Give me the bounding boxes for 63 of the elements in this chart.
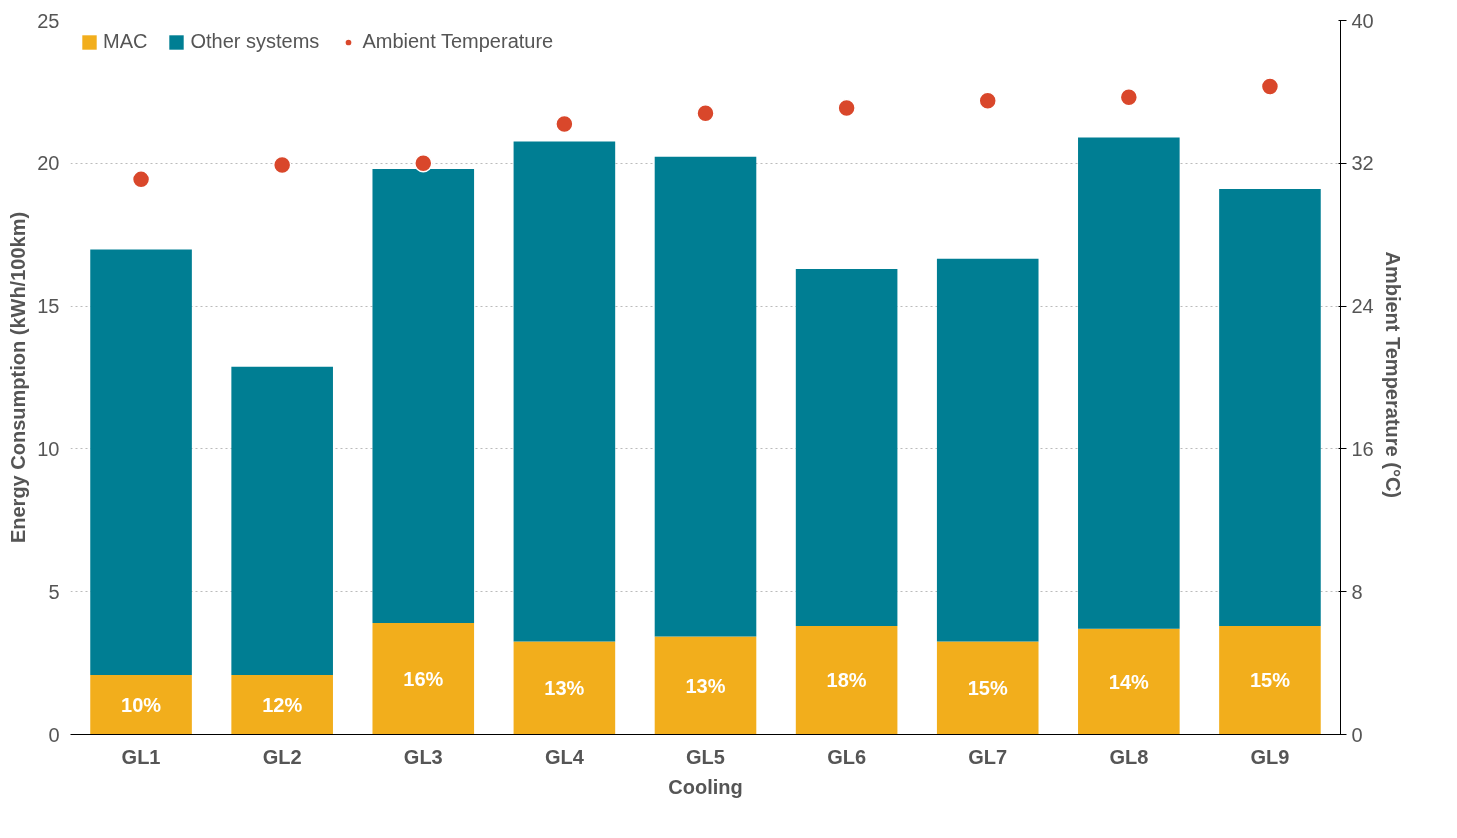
bar [231, 675, 333, 735]
bar [513, 141, 616, 642]
annotation: 15% [967, 676, 1008, 699]
y-axis-title: Energy Consumption (kWh/100km) [7, 211, 30, 544]
bar [372, 623, 475, 735]
x-tick-label: GL5 [686, 745, 725, 768]
point [1119, 88, 1139, 107]
bar [231, 366, 333, 676]
bar [795, 625, 898, 735]
bar [1078, 137, 1180, 629]
legend-label: Other systems [190, 30, 320, 53]
bar [1219, 189, 1321, 626]
y2-tick-label: 24 [1351, 295, 1374, 318]
bar [513, 641, 616, 735]
y-tick-label: 0 [48, 723, 60, 746]
point [978, 91, 997, 111]
y-tick-label: 20 [37, 152, 60, 175]
x-tick-label: GL9 [1250, 745, 1290, 768]
y-tick-label: 25 [37, 9, 60, 32]
x-tick-label: GL7 [968, 745, 1008, 768]
x-tick-label: GL8 [1109, 745, 1149, 768]
annotation: 13% [685, 674, 726, 697]
y2-tick-label: 8 [1351, 580, 1363, 603]
annotation: 16% [403, 667, 444, 690]
legend-label: MAC [103, 30, 148, 53]
x-axis-title: Cooling [668, 775, 743, 798]
bar [90, 249, 192, 676]
annotation: 13% [544, 676, 585, 699]
point [131, 170, 151, 189]
y-tick-label: 5 [48, 580, 60, 603]
bar [654, 156, 757, 637]
annotation: 12% [262, 693, 303, 716]
bar [1219, 625, 1321, 735]
bar [372, 169, 475, 624]
point [555, 114, 574, 134]
legend-label: Ambient Temperature [362, 30, 554, 53]
y2-tick-label: 32 [1351, 152, 1374, 175]
x-tick-label: GL1 [121, 745, 161, 768]
x-tick-label: GL3 [403, 745, 443, 768]
bar [654, 636, 757, 735]
point [837, 98, 856, 118]
bar [1078, 628, 1180, 735]
annotation: 10% [121, 693, 162, 716]
x-tick-label: GL6 [827, 745, 867, 768]
bar [795, 268, 898, 626]
point [272, 155, 292, 175]
bar [936, 258, 1039, 642]
y2-tick-label: 0 [1351, 723, 1363, 746]
point [696, 104, 715, 123]
point [1260, 77, 1280, 96]
y2-tick-label: 40 [1351, 9, 1374, 32]
annotation: 14% [1108, 670, 1150, 693]
x-tick-label: GL2 [262, 745, 302, 768]
bar [936, 641, 1039, 735]
x-tick-label: GL4 [544, 745, 585, 768]
annotation: 18% [826, 669, 867, 692]
annotation: 15% [1249, 669, 1291, 692]
y-tick-label: 15 [37, 295, 60, 318]
point [414, 154, 433, 173]
bar [90, 675, 192, 735]
y-tick-label: 10 [37, 437, 60, 460]
y2-tick-label: 16 [1351, 437, 1374, 460]
y2-axis-title: Ambient Temperature (°C) [1381, 251, 1404, 498]
